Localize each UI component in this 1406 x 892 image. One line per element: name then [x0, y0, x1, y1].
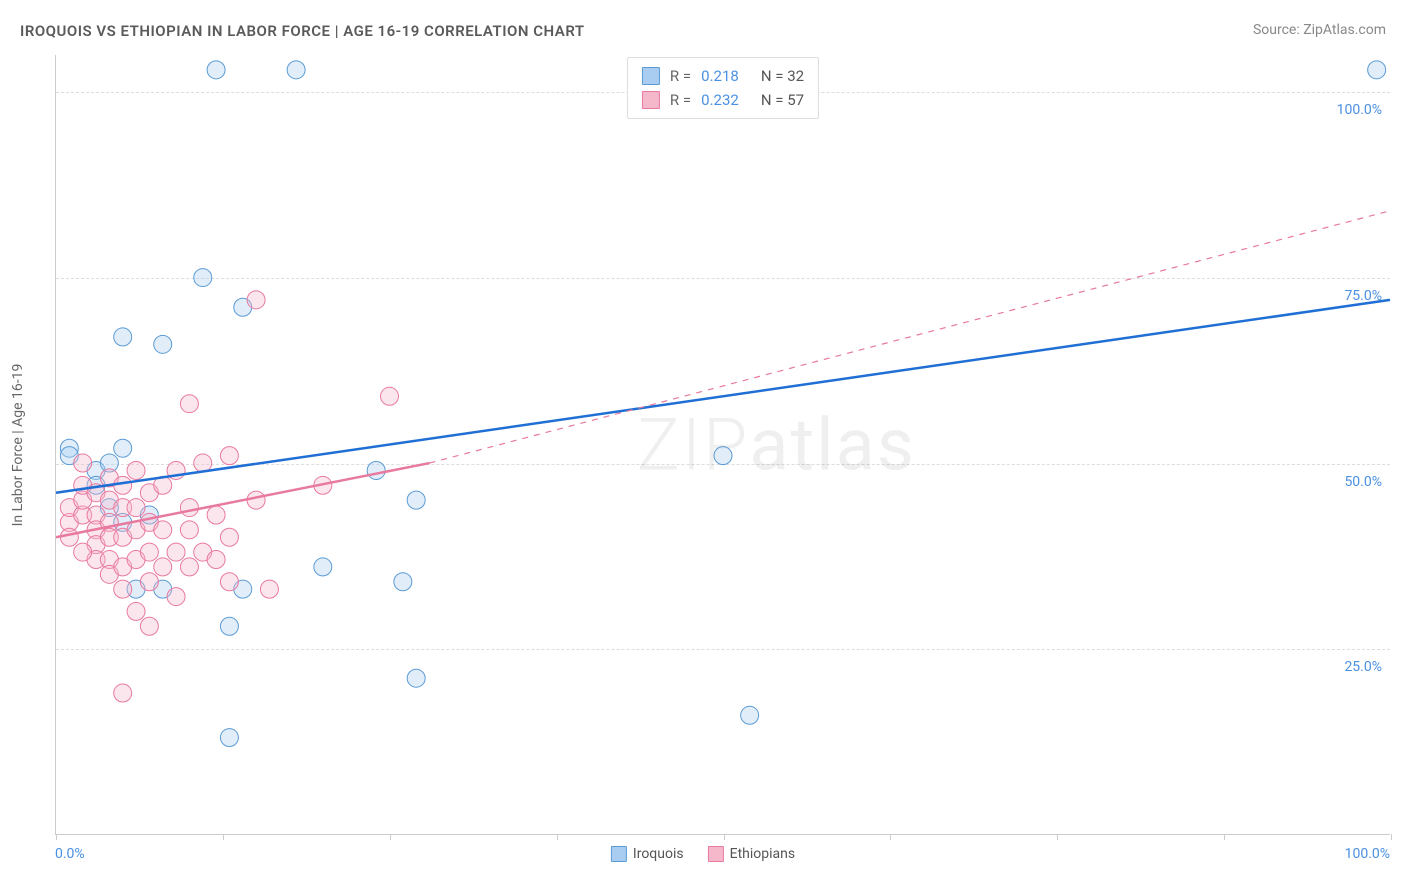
scatter-point	[127, 499, 145, 517]
scatter-point	[74, 454, 92, 472]
scatter-point	[714, 447, 732, 465]
series-legend: Iroquois Ethiopians	[611, 846, 795, 862]
x-tick	[56, 834, 57, 840]
scatter-point	[127, 602, 145, 620]
chart-container: IROQUOIS VS ETHIOPIAN IN LABOR FORCE | A…	[0, 0, 1406, 892]
scatter-point	[140, 617, 158, 635]
scatter-point	[220, 729, 238, 747]
x-tick	[1057, 834, 1058, 840]
r-label: R =	[670, 88, 691, 112]
scatter-point	[314, 558, 332, 576]
legend-row: R = 0.232 N = 57	[642, 88, 804, 112]
x-tick	[1391, 834, 1392, 840]
n-label: N = 32	[761, 64, 804, 88]
scatter-point	[114, 580, 132, 598]
chart-title: IROQUOIS VS ETHIOPIAN IN LABOR FORCE | A…	[20, 22, 585, 40]
scatter-point	[407, 491, 425, 509]
x-tick	[390, 834, 391, 840]
legend-label: Iroquois	[633, 846, 684, 862]
scatter-point	[154, 558, 172, 576]
legend-item: Iroquois	[611, 846, 684, 862]
x-tick	[557, 834, 558, 840]
scatter-point	[207, 506, 225, 524]
legend-swatch	[642, 91, 660, 109]
scatter-point	[247, 291, 265, 309]
scatter-point	[180, 558, 198, 576]
legend-swatch	[611, 846, 627, 862]
scatter-point	[114, 684, 132, 702]
scatter-point	[140, 573, 158, 591]
scatter-point	[367, 461, 385, 479]
x-axis-max-label: 100.0%	[1345, 846, 1390, 862]
scatter-point	[154, 521, 172, 539]
x-tick	[890, 834, 891, 840]
r-value: 0.218	[701, 64, 739, 88]
scatter-point	[741, 706, 759, 724]
scatter-point	[287, 61, 305, 79]
scatter-point	[394, 573, 412, 591]
correlation-legend: R = 0.218 N = 32 R = 0.232 N = 57	[627, 57, 819, 119]
scatter-point	[207, 551, 225, 569]
scatter-point	[381, 387, 399, 405]
r-label: R =	[670, 64, 691, 88]
scatter-point	[167, 543, 185, 561]
legend-item: Ethiopians	[708, 846, 795, 862]
x-tick	[724, 834, 725, 840]
scatter-point	[114, 328, 132, 346]
legend-label: Ethiopians	[730, 846, 795, 862]
y-axis-title: In Labor Force | Age 16-19	[10, 364, 26, 527]
scatter-point	[220, 573, 238, 591]
x-axis-min-label: 0.0%	[55, 846, 85, 862]
scatter-point	[194, 269, 212, 287]
n-label: N = 57	[761, 88, 804, 112]
plot-area: ZIPatlas R = 0.218N = 32R = 0.232N = 57 …	[55, 55, 1390, 835]
scatter-point	[220, 617, 238, 635]
scatter-point	[180, 499, 198, 517]
scatter-svg	[56, 55, 1390, 834]
scatter-point	[207, 61, 225, 79]
scatter-point	[60, 528, 78, 546]
scatter-point	[114, 439, 132, 457]
scatter-point	[180, 521, 198, 539]
legend-swatch	[708, 846, 724, 862]
scatter-point	[260, 580, 278, 598]
x-tick	[223, 834, 224, 840]
scatter-point	[180, 395, 198, 413]
scatter-point	[167, 588, 185, 606]
scatter-point	[220, 528, 238, 546]
scatter-point	[154, 335, 172, 353]
scatter-point	[140, 543, 158, 561]
trend-line-dashed	[430, 211, 1390, 463]
scatter-point	[74, 543, 92, 561]
source-label: Source: ZipAtlas.com	[1253, 22, 1386, 38]
legend-row: R = 0.218 N = 32	[642, 64, 804, 88]
legend-swatch	[642, 67, 660, 85]
scatter-point	[127, 461, 145, 479]
scatter-point	[407, 669, 425, 687]
scatter-point	[1368, 61, 1386, 79]
r-value: 0.232	[701, 88, 739, 112]
scatter-point	[247, 491, 265, 509]
x-tick	[1224, 834, 1225, 840]
scatter-point	[114, 476, 132, 494]
scatter-point	[220, 447, 238, 465]
